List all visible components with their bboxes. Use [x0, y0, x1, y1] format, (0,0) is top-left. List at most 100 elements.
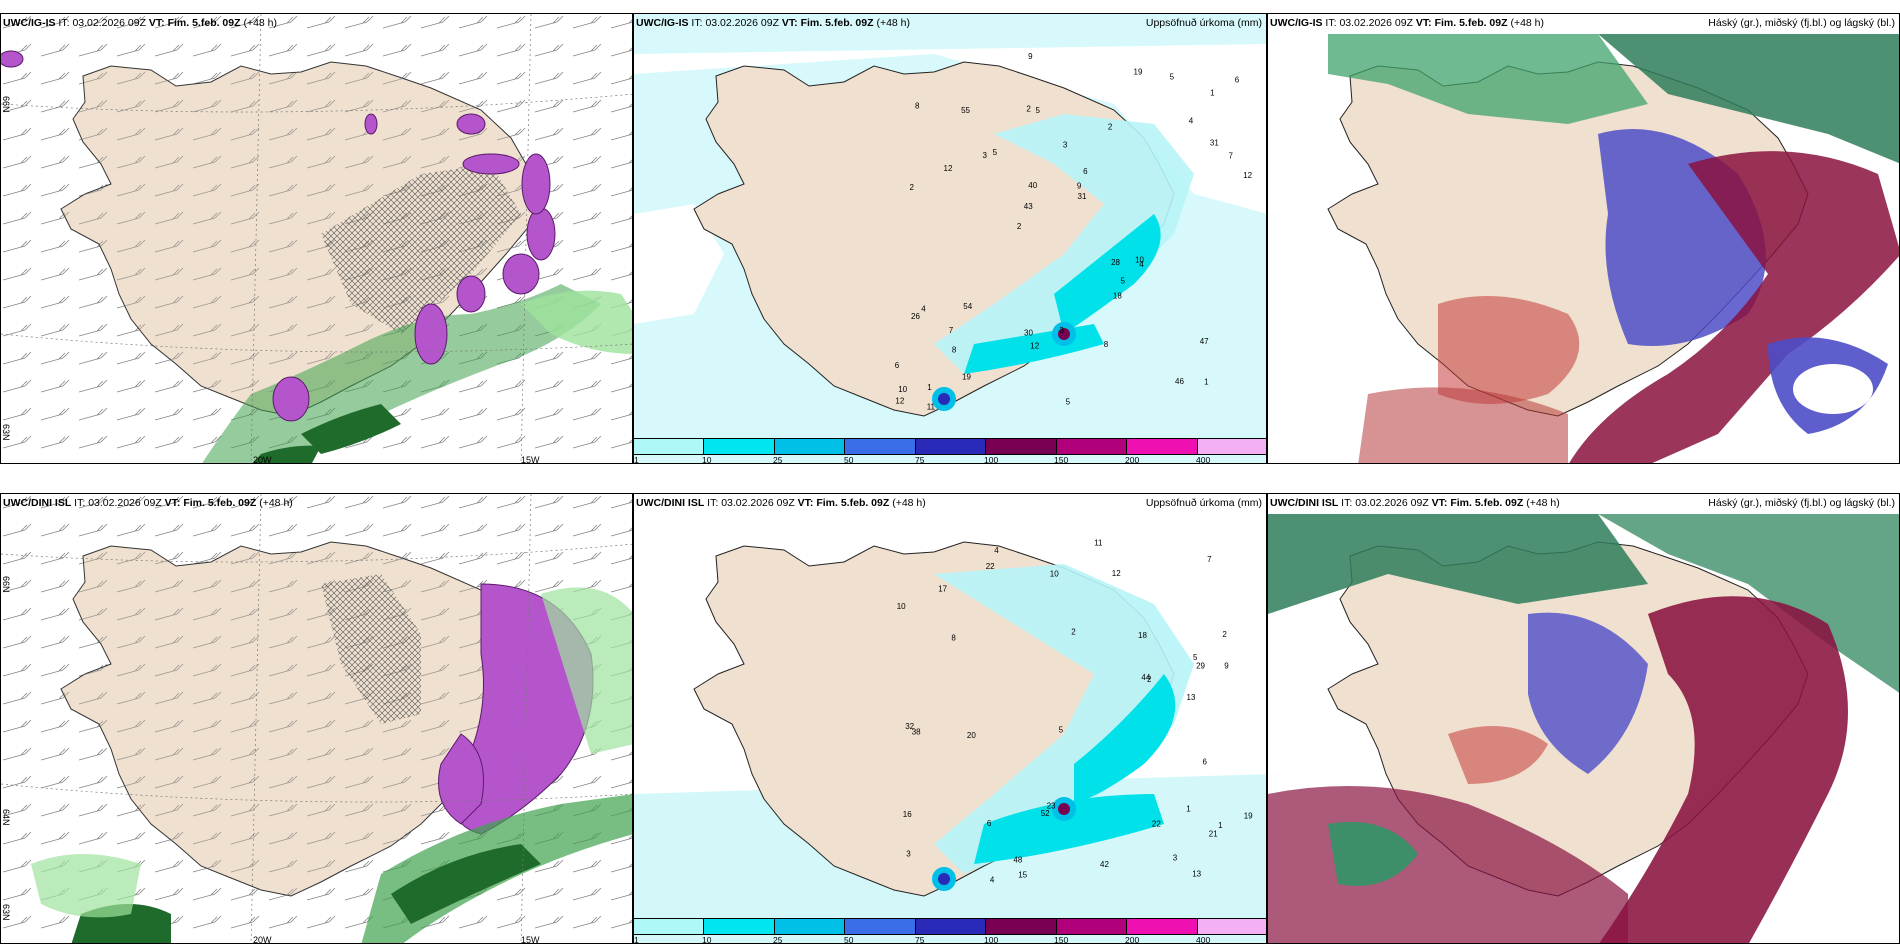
precip-value-label: 2	[1071, 628, 1076, 637]
colorbar-tick: 400	[1196, 455, 1211, 464]
precip-value-label: 13	[1187, 693, 1196, 702]
colorbar-ticks: 1 10 25 50 75 100 150 200 400	[634, 455, 1266, 464]
precip-value-label: 5	[1121, 277, 1126, 286]
it-label: IT:	[691, 17, 703, 29]
precip-value-label: 2	[1147, 675, 1152, 684]
field-title: Háský (gr.), miðský (fj.bl.) og lágský (…	[1708, 497, 1895, 509]
precip-value-label: 18	[1113, 291, 1122, 300]
vt-label: VT:	[164, 497, 181, 509]
precip-value-label: 3	[1059, 326, 1064, 335]
precip-value-label: 7	[1207, 555, 1212, 564]
it-label: IT:	[707, 497, 719, 509]
colorbar-tick: 1	[634, 935, 639, 944]
precip-value-label: 12	[895, 396, 904, 405]
it-label: IT:	[1341, 497, 1353, 509]
panel-top-left: UWC/IG-IS IT: 03.02.2026 09Z VT: Fim. 5.…	[0, 13, 633, 464]
lat-label-63n: 63N	[1, 904, 11, 921]
colorbar-cell	[704, 438, 775, 455]
valid-time: Fim. 5.feb. 09Z	[1434, 17, 1508, 29]
precip-value-label: 5	[1036, 106, 1041, 115]
colorbar-tick: 25	[773, 455, 783, 464]
colorbar-cell	[915, 918, 987, 935]
precip-value-label: 15	[1018, 870, 1027, 879]
precip-value-label: 8	[915, 101, 920, 110]
valid-time: Fim. 5.feb. 09Z	[816, 497, 890, 509]
colorbar-cell	[845, 918, 916, 935]
colorbar-cell	[915, 438, 987, 455]
precip-value-label: 42	[1100, 860, 1109, 869]
precip-value-label: 12	[944, 164, 953, 173]
precip-value-label: 9	[1224, 661, 1229, 670]
lead-time-cont: h)	[283, 497, 293, 509]
precip-value-label: 8	[1104, 340, 1109, 349]
precip-value-label: 38	[912, 727, 921, 736]
precip-value-label: 6	[1083, 167, 1088, 176]
colorbar-cell	[1056, 438, 1128, 455]
colorbar-tick: 10	[702, 455, 712, 464]
precip-value-label: 3	[983, 151, 988, 160]
precip-value-label: 17	[938, 585, 947, 594]
panel-bottom-mid: UWC/DINI ISL IT: 03.02.2026 09Z VT: Fim.…	[633, 493, 1267, 944]
colorbar-cell	[634, 918, 705, 935]
lon-label-15w: 15W	[521, 455, 540, 464]
vt-label: VT:	[1431, 497, 1448, 509]
panel-header: UWC/IG-IS IT: 03.02.2026 09Z VT: Fim. 5.…	[3, 17, 628, 29]
it-label: IT:	[74, 497, 86, 509]
colorbar-tick: 200	[1125, 935, 1140, 944]
it-label: IT:	[58, 17, 70, 29]
init-time: 03.02.2026 09Z	[72, 17, 146, 29]
precip-value-label: 26	[911, 312, 920, 321]
panel-header: UWC/DINI ISL IT: 03.02.2026 09Z VT: Fim.…	[636, 497, 1262, 509]
panel-bottom-left: UWC/DINI ISL IT: 03.02.2026 09Z VT: Fim.…	[0, 493, 633, 944]
precip-value-label: 52	[1041, 809, 1050, 818]
precip-value-label: 21	[1209, 829, 1218, 838]
colorbar-tick: 50	[844, 455, 854, 464]
precip-value-label: 54	[963, 302, 972, 311]
colorbar-cell	[1197, 438, 1266, 455]
map-cloud-layers	[1268, 494, 1899, 943]
precip-value-label: 8	[951, 634, 956, 643]
colorbar-cell	[986, 438, 1057, 455]
colorbar-cell	[845, 438, 916, 455]
precip-value-label: 40	[1028, 181, 1037, 190]
colorbar-tick: 100	[984, 935, 999, 944]
model-name: UWC/DINI ISL	[636, 497, 705, 509]
valid-time: Fim. 5.feb. 09Z	[1450, 497, 1524, 509]
colorbar-cell	[774, 438, 846, 455]
init-time: 03.02.2026 09Z	[721, 497, 795, 509]
precip-value-label: 4	[990, 875, 995, 884]
colorbar-cell	[986, 918, 1057, 935]
model-name: UWC/IG-IS	[3, 17, 56, 29]
precip-value-label: 12	[1243, 171, 1252, 180]
precip-value-label: 6	[895, 361, 900, 370]
field-title: Uppsöfnuð úrkoma (mm)	[1145, 497, 1262, 509]
precip-value-label: 12	[1112, 569, 1121, 578]
precip-value-label: 10	[1135, 255, 1144, 264]
precip-value-label: 2	[1108, 122, 1113, 131]
precip-value-label: 3	[906, 850, 911, 859]
precip-value-label: 43	[1024, 202, 1033, 211]
lead-time: (+48 h)	[1526, 497, 1560, 509]
lead-time: (+48	[259, 497, 281, 509]
precip-value-label: 13	[1192, 870, 1201, 879]
lon-label-15w: 15W	[521, 935, 540, 944]
colorbar-cell	[774, 918, 846, 935]
precip-value-label: 19	[1134, 67, 1143, 76]
colorbar-tick: 1	[634, 455, 639, 464]
precip-value-label: 4	[921, 304, 926, 313]
precip-value-label: 22	[1152, 819, 1161, 828]
map-wind-snow	[1, 494, 632, 943]
precip-value-label: 10	[897, 602, 906, 611]
it-label: IT:	[1325, 17, 1337, 29]
map-accumulated-precip: 1212212345685648912283143304055195446471…	[634, 14, 1266, 463]
lead-time: (+48 h)	[1510, 17, 1545, 29]
precip-value-label: 1	[1210, 89, 1215, 98]
precip-value-label: 29	[1196, 662, 1205, 671]
precip-value-label: 22	[986, 562, 995, 571]
map-cloud-layers	[1268, 14, 1899, 463]
colorbar-cell	[1127, 918, 1198, 935]
panel-top-right: UWC/IG-IS IT: 03.02.2026 09Z VT: Fim. 5.…	[1267, 13, 1900, 464]
init-time: 03.02.2026 09Z	[705, 17, 779, 29]
valid-time: Fim. 5.feb. 09Z	[800, 17, 874, 29]
precip-value-label: 10	[1050, 569, 1059, 578]
